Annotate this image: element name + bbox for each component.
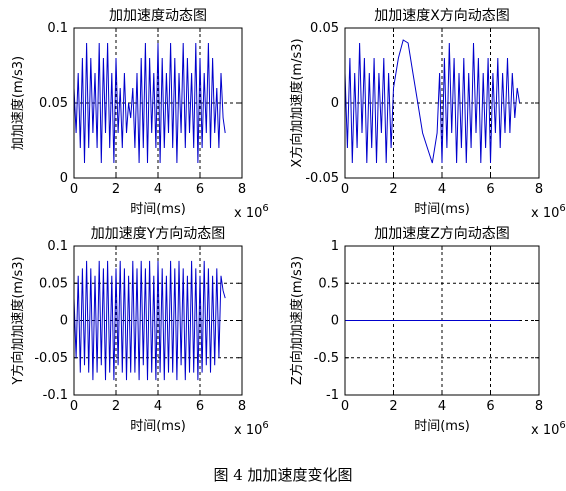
x-tick-label: 0 bbox=[70, 399, 78, 414]
x-tick-label: 6 bbox=[486, 182, 494, 197]
y-tick-label: -0.05 bbox=[305, 171, 339, 186]
axes-box bbox=[73, 245, 243, 396]
x-axis-multiplier: x 106 bbox=[234, 420, 269, 438]
y-tick-label: 0.1 bbox=[47, 239, 68, 254]
x-tick-label: 2 bbox=[389, 399, 397, 414]
x-tick-label: 8 bbox=[238, 182, 246, 197]
axes-box bbox=[344, 27, 540, 179]
y-tick-label: 1 bbox=[331, 239, 339, 254]
x-tick-label: 4 bbox=[438, 182, 446, 197]
y-tick-label: 0.5 bbox=[318, 276, 339, 291]
axes-box bbox=[344, 245, 540, 396]
x-tick-label: 8 bbox=[535, 182, 543, 197]
series-line bbox=[73, 260, 226, 381]
x-tick-label: 0 bbox=[341, 399, 349, 414]
y-axis-label: Y方向加加速度(m/s3) bbox=[10, 256, 26, 385]
x-tick-label: 6 bbox=[196, 399, 204, 414]
y-tick-label: 0.05 bbox=[39, 96, 68, 111]
x-tick-label: 2 bbox=[389, 182, 397, 197]
x-tick-label: 0 bbox=[341, 182, 349, 197]
y-tick-label: -0.1 bbox=[43, 388, 68, 403]
y-axis-label: 加加速度(m/s3) bbox=[10, 56, 26, 150]
x-tick-label: 4 bbox=[154, 182, 162, 197]
x-tick-label: 0 bbox=[70, 182, 78, 197]
chart-title: 加加速度动态图 bbox=[109, 8, 207, 24]
x-axis-label: 时间(ms) bbox=[130, 202, 186, 217]
x-axis-label: 时间(ms) bbox=[130, 419, 186, 434]
y-axis-label: X方向加加速度(m/s3) bbox=[289, 38, 305, 167]
chart-title: 加加速度Z方向动态图 bbox=[374, 226, 510, 242]
y-tick-label: 0 bbox=[60, 171, 68, 186]
y-tick-label: 0 bbox=[60, 314, 68, 329]
y-axis-label: Z方向加加速度(m/s3) bbox=[289, 256, 305, 385]
x-axis-label: 时间(ms) bbox=[414, 419, 470, 434]
y-tick-label: -0.05 bbox=[34, 351, 68, 366]
y-tick-label: -0.5 bbox=[314, 351, 339, 366]
axes-box bbox=[73, 27, 243, 179]
x-tick-label: 8 bbox=[238, 399, 246, 414]
figure-caption: 图 4 加加速度变化图 bbox=[213, 466, 352, 484]
x-tick-label: 4 bbox=[154, 399, 162, 414]
y-tick-label: 0.05 bbox=[310, 21, 339, 36]
x-tick-label: 2 bbox=[112, 182, 120, 197]
x-axis-label: 时间(ms) bbox=[414, 202, 470, 217]
y-tick-label: 0 bbox=[331, 314, 339, 329]
x-tick-label: 6 bbox=[486, 399, 494, 414]
x-axis-multiplier: x 106 bbox=[531, 203, 566, 221]
x-tick-label: 4 bbox=[438, 399, 446, 414]
y-tick-label: 0 bbox=[331, 96, 339, 111]
x-tick-label: 2 bbox=[112, 399, 120, 414]
x-axis-multiplier: x 106 bbox=[234, 203, 269, 221]
x-tick-label: 8 bbox=[535, 399, 543, 414]
y-tick-label: -1 bbox=[326, 388, 339, 403]
y-tick-label: 0.1 bbox=[47, 21, 68, 36]
series-line bbox=[344, 39, 521, 164]
x-axis-multiplier: x 106 bbox=[531, 420, 566, 438]
chart-title: 加加速度X方向动态图 bbox=[374, 8, 510, 24]
series-line bbox=[73, 42, 226, 164]
y-tick-label: 0.05 bbox=[39, 276, 68, 291]
chart-title: 加加速度Y方向动态图 bbox=[91, 226, 226, 242]
x-tick-label: 6 bbox=[196, 182, 204, 197]
